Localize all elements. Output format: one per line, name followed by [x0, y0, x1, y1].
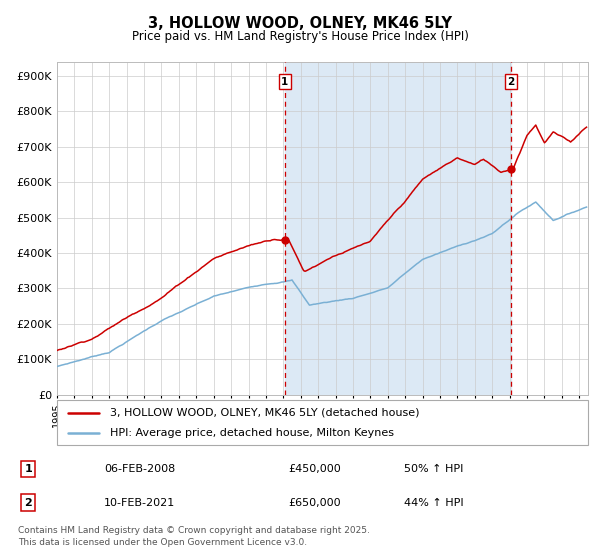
Text: 44% ↑ HPI: 44% ↑ HPI [404, 498, 463, 507]
Text: 1: 1 [281, 77, 289, 87]
Text: £650,000: £650,000 [289, 498, 341, 507]
Text: 3, HOLLOW WOOD, OLNEY, MK46 5LY: 3, HOLLOW WOOD, OLNEY, MK46 5LY [148, 16, 452, 31]
Text: 1: 1 [24, 464, 32, 474]
Text: 2: 2 [508, 77, 515, 87]
Text: £450,000: £450,000 [289, 464, 341, 474]
FancyBboxPatch shape [57, 400, 588, 445]
Text: HPI: Average price, detached house, Milton Keynes: HPI: Average price, detached house, Milt… [110, 428, 394, 438]
Text: 06-FEB-2008: 06-FEB-2008 [104, 464, 175, 474]
Text: 10-FEB-2021: 10-FEB-2021 [104, 498, 175, 507]
Bar [285, 62, 511, 395]
Text: Price paid vs. HM Land Registry's House Price Index (HPI): Price paid vs. HM Land Registry's House … [131, 30, 469, 43]
Text: 2: 2 [24, 498, 32, 507]
Text: 50% ↑ HPI: 50% ↑ HPI [404, 464, 463, 474]
Text: Contains HM Land Registry data © Crown copyright and database right 2025.
This d: Contains HM Land Registry data © Crown c… [18, 526, 370, 547]
Text: 3, HOLLOW WOOD, OLNEY, MK46 5LY (detached house): 3, HOLLOW WOOD, OLNEY, MK46 5LY (detache… [110, 408, 419, 418]
